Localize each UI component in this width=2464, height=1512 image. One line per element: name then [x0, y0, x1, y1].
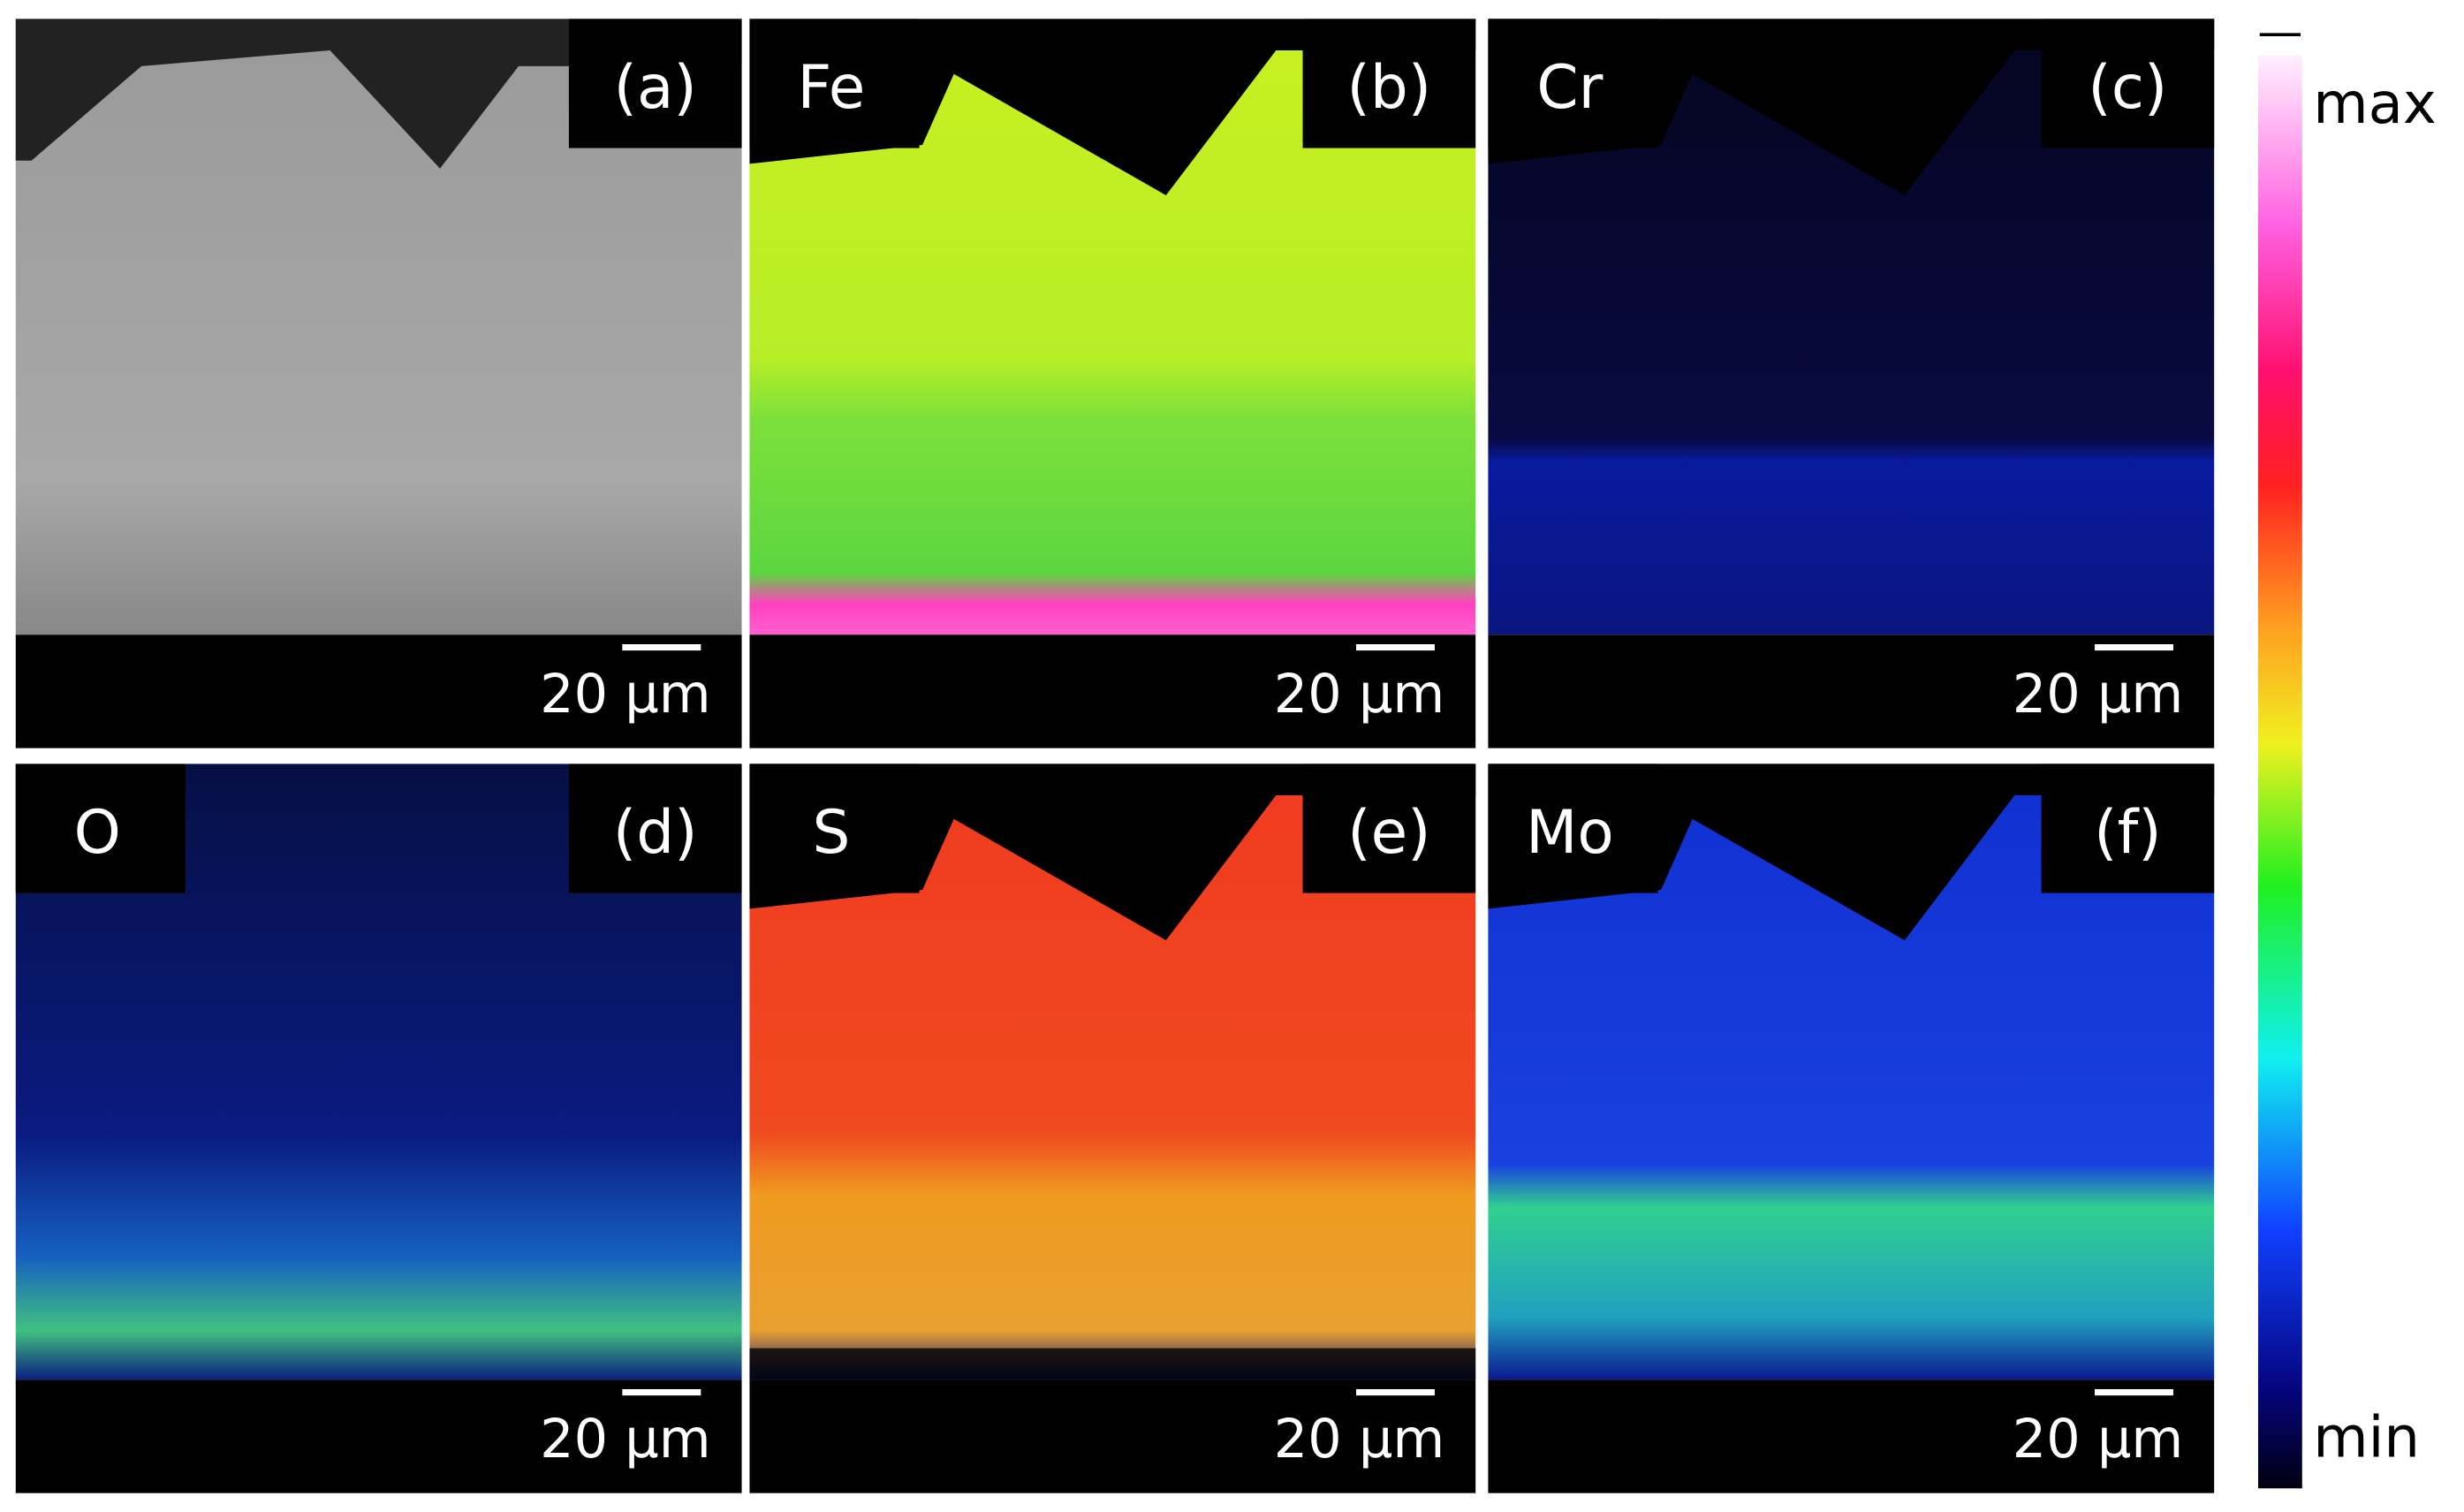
dark-region [749, 19, 1476, 196]
element-label: S [812, 797, 850, 867]
dark-region [15, 19, 742, 169]
element-label: Mo [1526, 797, 1614, 867]
scale-strip [749, 1379, 1476, 1493]
element-box [1488, 19, 1658, 148]
panel: (e) S 20 µm [749, 764, 1476, 1493]
scale-bar-label: 20 µm [1274, 1409, 1445, 1470]
dark-region [749, 764, 1476, 941]
element-label: Cr [1536, 52, 1603, 122]
scale-bar-label: 20 µm [540, 1409, 711, 1470]
panel-letter: (b) [1347, 52, 1432, 122]
scale-bar-label: 20 µm [2013, 664, 2184, 726]
panel: (f) Mo 20 µm [1488, 764, 2215, 1493]
letter-box [1302, 19, 1476, 148]
scale-bar-label: 20 µm [1274, 664, 1445, 726]
colorbar-min-label: min [2313, 1405, 2420, 1470]
letter-box [1302, 764, 1476, 893]
dark-region [1488, 764, 2215, 941]
panel: (b) Fe 20 µm [749, 19, 1476, 748]
panel-letter: (c) [2088, 52, 2167, 122]
dark-region [1488, 19, 2215, 196]
scale-bar-label: 20 µm [540, 664, 711, 726]
element-box [1488, 764, 1658, 893]
scale-strip [1488, 1379, 2215, 1493]
panel-letter: (e) [1347, 797, 1430, 867]
panel-letter: (a) [614, 52, 697, 122]
scale-strip [15, 634, 742, 748]
dark-region [749, 1348, 1476, 1380]
panel-letter: (f) [2094, 797, 2162, 867]
scale-strip [749, 634, 1476, 748]
panel-letter: (d) [613, 797, 698, 867]
letter-box [2041, 764, 2215, 893]
panel: (c) Cr 20 µm [1488, 19, 2215, 748]
scale-bar-label: 20 µm [2013, 1409, 2184, 1470]
element-box [749, 19, 920, 148]
letter-box [2041, 19, 2215, 148]
letter-box [568, 19, 742, 148]
scale-strip [1488, 634, 2215, 748]
colorbar-gradient [2257, 55, 2302, 1489]
colorbar-max-label: max [2313, 72, 2436, 137]
letter-box [568, 764, 742, 893]
element-label: O [74, 797, 121, 867]
element-box [749, 764, 920, 893]
element-box [15, 764, 186, 893]
panel: (a) 20 µm [15, 19, 742, 748]
colorbar: max min [2257, 33, 2437, 1489]
scale-strip [15, 1379, 742, 1493]
panel: (d) O 20 µm [15, 764, 742, 1493]
element-label: Fe [798, 52, 866, 122]
